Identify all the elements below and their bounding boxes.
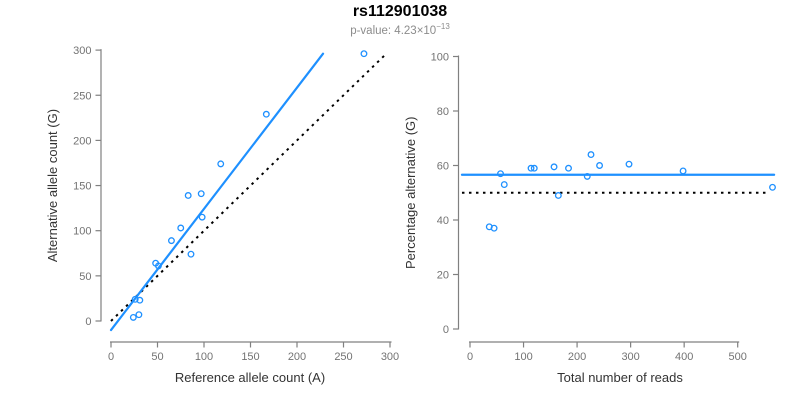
identity-line	[110, 53, 387, 322]
data-point	[184, 192, 192, 199]
p-value-exponent: −13	[436, 22, 450, 31]
data-point	[490, 224, 498, 232]
y-tick-label: 60	[437, 161, 449, 173]
data-point	[583, 172, 591, 180]
x-tick-label: 0	[467, 351, 473, 363]
p-value-subtitle: p-value: 4.23×10−13	[0, 22, 800, 37]
p-value-base: p-value: 4.23×10	[350, 24, 437, 37]
y-tick-label: 0	[85, 316, 91, 328]
y-tick-label: 0	[443, 324, 449, 336]
x-tick-label: 50	[151, 351, 163, 363]
data-point	[187, 250, 195, 258]
data-point	[360, 50, 368, 58]
data-point	[679, 167, 687, 175]
x-tick-label: 400	[675, 351, 693, 363]
y-tick-label: 100	[73, 226, 91, 238]
percentage-vs-reads-scatter-plot: 0 20 40 60 80 100 0 100 200 300 400 500 Total number…	[403, 52, 776, 385]
x-tick-label: 200	[288, 351, 306, 363]
x-axis-title: Reference allele count (A)	[175, 370, 325, 385]
y-tick-label: 300	[73, 45, 91, 57]
y-tick-label: 200	[73, 135, 91, 147]
y-tick-label: 50	[79, 271, 91, 283]
data-point	[167, 237, 175, 245]
x-tick-label: 250	[334, 351, 352, 363]
data-point	[565, 164, 572, 172]
data-point	[769, 183, 776, 191]
y-tick-label: 40	[437, 215, 449, 227]
data-point	[262, 110, 270, 118]
x-tick-label: 300	[381, 351, 399, 363]
x-tick-label: 150	[241, 351, 259, 363]
x-tick-label: 200	[568, 351, 586, 363]
y-tick-label: 250	[73, 90, 91, 102]
data-point	[554, 192, 562, 199]
x-tick-label: 0	[108, 351, 114, 363]
data-point	[530, 164, 538, 172]
x-tick-label: 500	[729, 351, 747, 363]
allele-counts-scatter-plot: 0 50 100 150 200 250 300 0 50 100 150 200 250 300 Refe…	[45, 45, 399, 385]
data-point	[500, 181, 508, 189]
x-tick-label: 300	[621, 351, 639, 363]
data-point	[198, 213, 206, 221]
data-point	[625, 160, 633, 168]
plot-title: rs112901038	[352, 3, 448, 20]
x-axis-title: Total number of reads	[557, 370, 683, 385]
y-tick-label: 150	[73, 181, 91, 193]
data-point	[587, 151, 595, 159]
data-point	[136, 296, 144, 304]
y-tick-label: 20	[437, 270, 449, 282]
fit-line	[109, 52, 325, 332]
y-tick-label: 100	[431, 52, 449, 64]
data-point	[527, 164, 535, 172]
data-point	[217, 160, 225, 168]
data-point	[197, 190, 205, 198]
data-point	[596, 162, 604, 169]
x-tick-label: 100	[514, 351, 532, 363]
data-point	[129, 313, 137, 321]
data-point	[550, 163, 558, 171]
data-point	[131, 295, 139, 303]
data-point	[177, 224, 185, 232]
y-tick-label: 80	[437, 106, 449, 118]
y-axis-title: Alternative allele count (G)	[45, 109, 60, 262]
y-axis-title: Percentage alternative (G)	[403, 117, 418, 269]
data-point	[135, 311, 143, 319]
x-tick-label: 100	[195, 351, 213, 363]
